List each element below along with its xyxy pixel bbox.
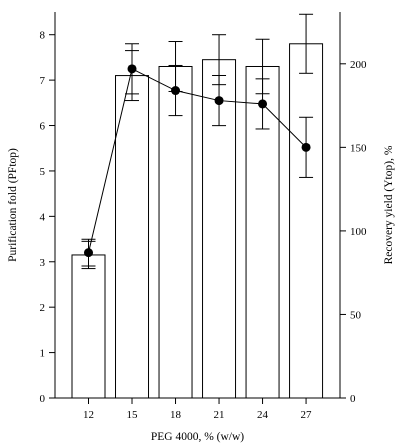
right-tick-label: 100: [350, 226, 367, 238]
right-tick-label: 0: [350, 393, 356, 405]
left-tick-label: 5: [40, 166, 46, 178]
line-point: [84, 248, 94, 258]
axes: [49, 12, 346, 404]
left-tick-label: 7: [40, 75, 46, 87]
left-tick-label: 4: [40, 211, 46, 223]
line-point: [171, 86, 181, 96]
x-tick-label: 18: [170, 409, 182, 421]
x-tick-label: 15: [127, 409, 139, 421]
line-point: [258, 99, 268, 109]
x-tick-label: 12: [83, 409, 94, 421]
left-tick-label: 0: [40, 393, 46, 405]
left-axis-title: Purification fold (PFtop): [7, 148, 19, 262]
recovery-line-series: [81, 43, 314, 267]
bar: [71, 254, 106, 399]
left-tick-label: 2: [40, 302, 46, 314]
x-tick-label: 27: [301, 409, 313, 421]
left-tick-label: 6: [40, 121, 46, 133]
right-tick-label: 200: [350, 59, 367, 71]
x-axis-title: PEG 4000, % (w/w): [151, 431, 244, 443]
right-tick-label: 150: [350, 142, 367, 154]
bar: [158, 65, 193, 399]
bar-error-bar: [299, 13, 314, 74]
bar: [289, 43, 324, 399]
bar-series: [71, 43, 324, 399]
line-point: [214, 96, 224, 106]
line-point: [127, 64, 137, 74]
recovery-line: [88, 68, 307, 253]
x-tick-label: 24: [257, 409, 269, 421]
right-tick-label: 50: [350, 309, 362, 321]
x-tick-label: 21: [214, 409, 225, 421]
right-axis-title: Recovery yield (Ytop), %: [383, 145, 395, 264]
left-tick-label: 8: [40, 30, 46, 42]
bar: [115, 75, 150, 399]
line-point: [301, 142, 311, 152]
left-tick-label: 3: [40, 257, 46, 269]
left-tick-label: 1: [40, 348, 46, 360]
